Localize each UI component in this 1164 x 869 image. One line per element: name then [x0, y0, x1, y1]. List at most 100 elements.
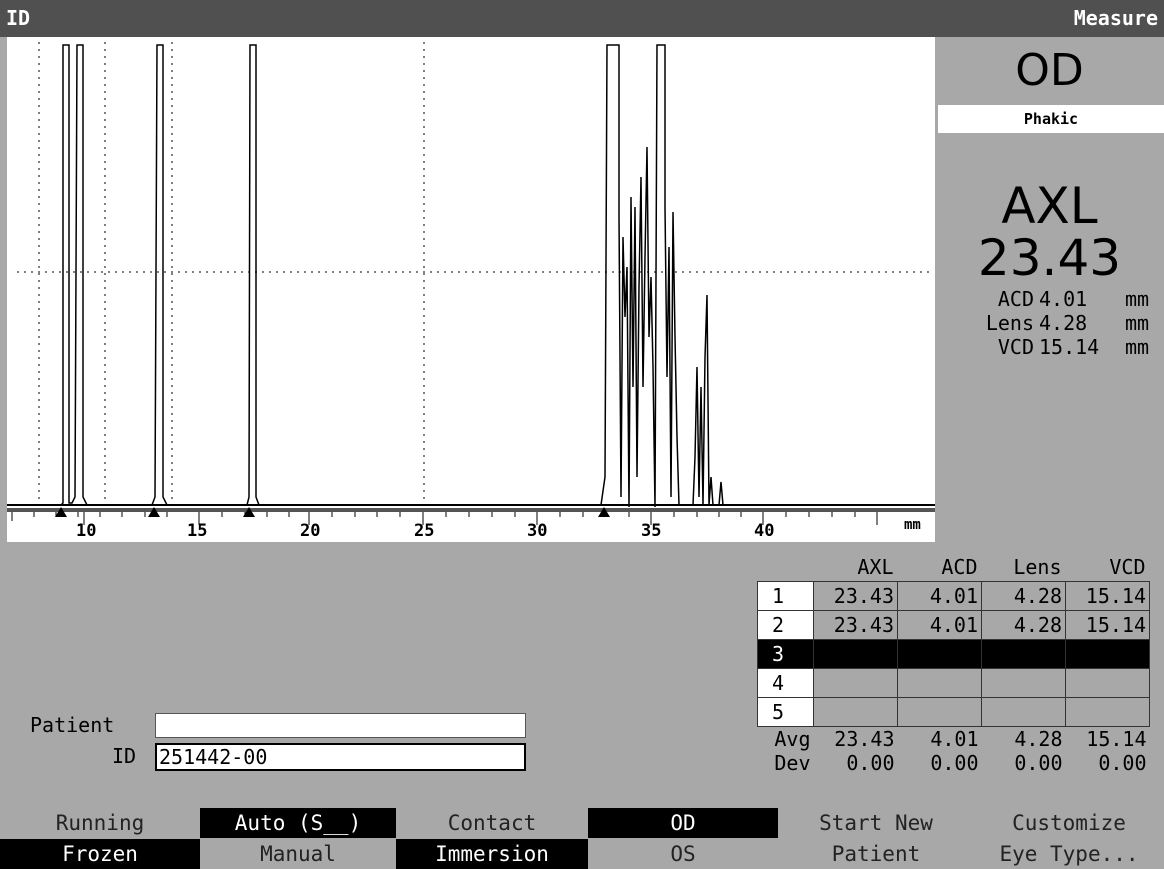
avg-label: Avg — [774, 727, 811, 751]
eye-label: OD — [1015, 45, 1084, 96]
gate-marker-4 — [598, 507, 610, 517]
axis-band — [7, 508, 935, 512]
immersion-button[interactable]: Immersion — [396, 839, 588, 869]
table-row[interactable]: 1 23.43 4.01 4.28 15.14 — [757, 581, 1150, 611]
customize-eye-type-button-line2[interactable]: Eye Type... — [999, 842, 1139, 866]
ascan-display: 10 15 20 25 30 35 40 mm — [7, 37, 935, 542]
row-index: 5 — [757, 697, 814, 727]
cell: 15.14 — [1065, 581, 1150, 611]
cell — [981, 668, 1066, 698]
dev-row: Dev 0.00 0.00 0.00 0.00 — [758, 751, 1150, 775]
results-table: AXL ACD Lens VCD 1 23.43 4.01 4.28 15.14… — [757, 553, 1150, 775]
table-row[interactable]: 5 — [757, 697, 1150, 727]
patient-id-field[interactable]: 251442-00 — [155, 743, 526, 771]
measure-value: 4.28 — [1039, 311, 1088, 335]
measure-value: 4.01 — [1039, 287, 1088, 311]
header-lens: Lens — [1013, 555, 1062, 579]
start-new-patient-button-line2[interactable]: Patient — [831, 842, 921, 866]
title-bar: ID Measure — [0, 0, 1164, 37]
dev-cell: 0.00 — [1098, 751, 1147, 775]
measure-value: 15.14 — [1039, 335, 1100, 359]
lens-row: Lens 4.28 mm — [935, 311, 1164, 335]
cell — [813, 639, 898, 669]
cell: 23.43 — [813, 610, 898, 640]
cell — [981, 697, 1066, 727]
cell — [1065, 668, 1150, 698]
dev-cell: 0.00 — [1014, 751, 1063, 775]
cell — [897, 668, 982, 698]
axis-ticks — [11, 512, 878, 525]
vcd-row: VCD 15.14 mm — [935, 335, 1164, 359]
dev-label: Dev — [774, 751, 811, 775]
table-row[interactable]: 4 — [757, 668, 1150, 698]
tick-label: 30 — [527, 521, 547, 541]
header-vcd: VCD — [1109, 555, 1146, 579]
cell — [813, 668, 898, 698]
table-row[interactable]: 2 23.43 4.01 4.28 15.14 — [757, 610, 1150, 640]
cell: 23.43 — [813, 581, 898, 611]
measure-label: VCD — [997, 335, 1034, 359]
header-acd: ACD — [941, 555, 978, 579]
cell — [1065, 639, 1150, 669]
contact-button[interactable]: Contact — [447, 811, 537, 835]
avg-cell: 4.01 — [930, 727, 979, 751]
avg-row: Avg 23.43 4.01 4.28 15.14 — [758, 727, 1150, 751]
patient-name-field[interactable] — [155, 713, 526, 738]
os-button[interactable]: OS — [670, 842, 696, 866]
start-new-patient-button[interactable]: Start New — [819, 811, 933, 835]
row-index: 4 — [757, 668, 814, 698]
cell: 4.01 — [897, 610, 982, 640]
sub-measures: ACD 4.01 mm Lens 4.28 mm VCD 15.14 mm — [935, 287, 1164, 359]
cell — [897, 697, 982, 727]
tick-label: 20 — [300, 521, 320, 541]
avg-cell: 15.14 — [1086, 727, 1147, 751]
dev-cell: 0.00 — [846, 751, 895, 775]
results-table-wrap: AXL ACD Lens VCD 1 23.43 4.01 4.28 15.14… — [757, 553, 1164, 775]
cell: 4.28 — [981, 581, 1066, 611]
axl-value: 23.43 — [977, 229, 1122, 287]
manual-button[interactable]: Manual — [260, 842, 336, 866]
cell — [1065, 697, 1150, 727]
cell: 4.28 — [981, 610, 1066, 640]
row-index: 3 — [757, 639, 814, 669]
table-row-selected[interactable]: 3 — [757, 639, 1150, 669]
cell: 15.14 — [1065, 610, 1150, 640]
tick-label: 25 — [414, 521, 434, 541]
tick-label: 15 — [187, 521, 207, 541]
title-left: ID — [6, 6, 31, 30]
patient-label: Patient — [30, 713, 115, 737]
cell — [813, 697, 898, 727]
gridlines — [17, 42, 932, 507]
auto-button[interactable]: Auto (S__) — [200, 808, 396, 838]
gate-markers[interactable] — [55, 507, 610, 517]
tick-label: 10 — [76, 521, 96, 541]
customize-eye-type-button[interactable]: Customize — [1012, 811, 1126, 835]
frozen-button[interactable]: Frozen — [0, 839, 200, 869]
gate-marker-1 — [55, 507, 67, 517]
tick-label: 35 — [641, 521, 661, 541]
table-header: AXL ACD Lens VCD — [758, 553, 1150, 582]
patient-id-label: ID — [112, 744, 137, 768]
header-blank — [758, 553, 814, 582]
header-axl: AXL — [857, 555, 894, 579]
gate-marker-3 — [243, 507, 255, 517]
lens-state[interactable]: Phakic — [938, 105, 1164, 133]
dev-cell: 0.00 — [930, 751, 979, 775]
cell: 4.01 — [897, 581, 982, 611]
measure-label: ACD — [997, 287, 1034, 311]
running-button[interactable]: Running — [55, 811, 145, 835]
mode-bar: Running Frozen Auto (S__) Manual Contact… — [0, 808, 1164, 869]
row-index: 2 — [757, 610, 814, 640]
avg-cell: 4.28 — [1014, 727, 1063, 751]
measure-unit: mm — [1125, 335, 1150, 359]
avg-cell: 23.43 — [834, 727, 895, 751]
axis-tick-labels: 10 15 20 25 30 35 40 mm — [76, 517, 921, 541]
measurement-panel: OD Phakic AXL 23.43 ACD 4.01 mm Lens 4.2… — [935, 37, 1164, 542]
title-right: Measure — [1073, 6, 1158, 30]
acd-row: ACD 4.01 mm — [935, 287, 1164, 311]
od-button[interactable]: OD — [588, 808, 778, 838]
gate-marker-2 — [148, 507, 160, 517]
measure-unit: mm — [1125, 287, 1150, 311]
measure-unit: mm — [1125, 311, 1150, 335]
